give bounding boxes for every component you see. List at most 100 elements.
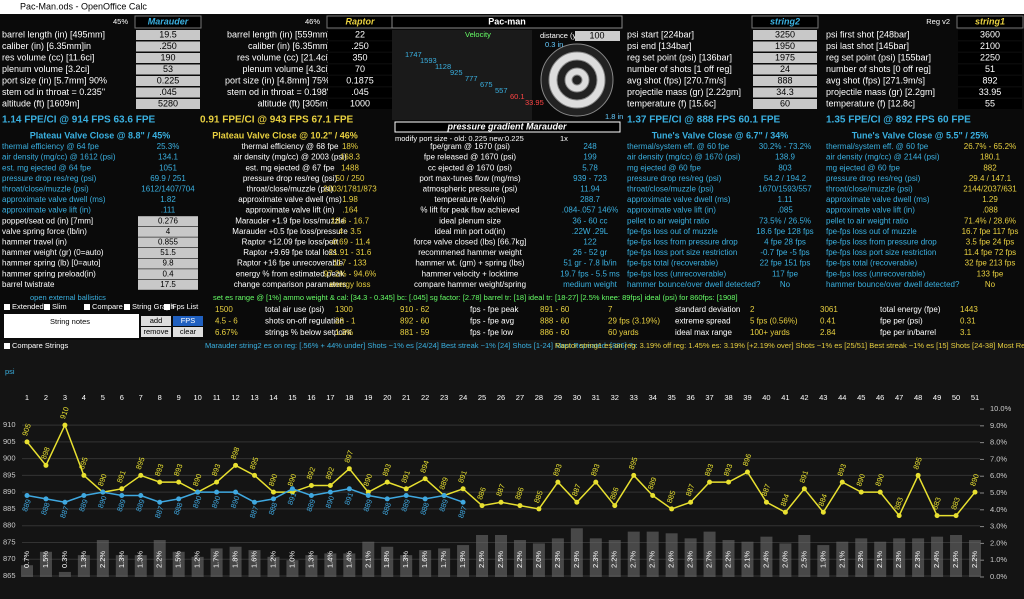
detail-label: throat/close/muzzle (psi) (247, 185, 334, 194)
bar-label: 2.3% (856, 551, 865, 568)
bar-label: 1.9% (458, 551, 467, 568)
detail-label: throat/close/muzzle (psi) (826, 185, 913, 194)
detail-value: 36 - 60 cc (572, 216, 607, 225)
outer-size: 1.8 in (605, 112, 623, 121)
row-value: 350 (352, 52, 367, 62)
checkbox[interactable] (4, 304, 10, 310)
notes-box[interactable] (4, 314, 139, 338)
point-label: 889 (305, 498, 318, 513)
point (308, 493, 314, 499)
row-label: plenum volume [4.3ci] (242, 64, 330, 74)
detail-value: 2144/2037/631 (963, 185, 1017, 194)
row-label: reg set point (psi) [136bar] (627, 52, 732, 62)
x-tick-label: 34 (649, 393, 657, 402)
mini-label: 925 (450, 68, 463, 77)
detail-label: hammer bounce/over dwell detected? (826, 280, 960, 289)
checkbox[interactable] (164, 304, 170, 310)
point (252, 472, 258, 478)
point (422, 476, 428, 482)
button-label: remove (143, 327, 168, 336)
bar-label: 2.6% (667, 551, 676, 568)
value-cell (958, 30, 1022, 40)
x-tick-label: 49 (933, 393, 941, 402)
checkbox[interactable] (4, 343, 10, 349)
stat: fps - fpe peak (470, 305, 519, 314)
stats-note: set es range @ [1%] ammo weight & cal: [… (213, 293, 738, 302)
x-tick-label: 51 (971, 393, 979, 402)
row-value: 1975 (775, 52, 795, 62)
point-label: 887 (58, 505, 71, 520)
x-tick-label: 8 (158, 393, 162, 402)
row-label: plenum volume [3.2ci] (2, 64, 90, 74)
bar-label: 2.2% (724, 551, 733, 568)
bar-label: 1.6% (420, 551, 429, 568)
detail-value: 16.7 fpe 117 fps (962, 227, 1019, 236)
bar (931, 536, 944, 577)
checkbox[interactable] (124, 304, 130, 310)
stat: 1443 (960, 305, 978, 314)
point (138, 472, 144, 478)
checkbox[interactable] (84, 304, 90, 310)
row-value: 3600 (980, 29, 1000, 39)
button[interactable] (173, 327, 203, 337)
point (138, 493, 144, 499)
x-tick-label: 44 (838, 393, 846, 402)
bar (608, 540, 621, 577)
row-value: 2100 (980, 41, 1000, 51)
point-label: 893 (589, 463, 602, 478)
button[interactable] (141, 327, 171, 337)
bar (532, 543, 545, 577)
button[interactable] (141, 316, 171, 326)
point (763, 499, 769, 505)
bar-label: 2.0% (780, 551, 789, 568)
ballistics-link[interactable]: open external ballistics (30, 293, 106, 302)
point-label: 890 (229, 495, 242, 510)
stat: 1.3% (335, 328, 353, 337)
bar-label: 1.0% (287, 551, 296, 568)
button[interactable] (173, 316, 203, 326)
bar (950, 534, 963, 577)
detail-value: 18% (342, 142, 358, 151)
detail-value: No (985, 280, 996, 289)
value-cell (136, 99, 200, 109)
y2-tick-label: 1.0% (990, 555, 1007, 564)
detail-value: 0.855 (158, 238, 179, 247)
checkbox[interactable] (44, 304, 50, 310)
check-label: Slim (52, 302, 67, 311)
point (650, 493, 656, 499)
detail-label: est. mg ejected @ 67 fpe (245, 163, 335, 172)
detail-label: fpe-fps total (recoverable) (627, 259, 718, 268)
detail-label: air density (mg/cc) @ 1670 (psi) (627, 153, 741, 162)
bar (969, 540, 981, 577)
y-tick-label: 910 (3, 420, 16, 429)
point-label: 895 (77, 456, 90, 471)
value-cell (753, 87, 817, 98)
point (536, 506, 542, 512)
stat: 888 - 60 (540, 317, 570, 326)
bar (551, 538, 564, 577)
detail-value: 25.3% (157, 142, 180, 151)
stat: 1500 (215, 305, 233, 314)
header-box (956, 15, 1024, 29)
fpe-summary: 0.91 FPE/CI @ 943 FPS 67.1 FPE (200, 115, 353, 126)
point-label: 887 (153, 505, 166, 520)
row-label: psi end [134bar] (627, 41, 692, 51)
row-value: .250 (159, 41, 177, 51)
window-title: Pac-Man.ods - OpenOffice Calc (20, 1, 147, 11)
point-label: 891 (456, 469, 469, 484)
value-cell (328, 30, 392, 40)
stat: 2.84 (820, 328, 836, 337)
stat: 910 - 62 (400, 305, 430, 314)
value-cell (136, 53, 200, 63)
point-label: 892 (305, 466, 318, 481)
value-cell (328, 99, 392, 109)
point-label: 891 (798, 469, 811, 484)
bar (513, 540, 526, 577)
stat: 5 fps (0.56%) (750, 317, 798, 326)
stat: extreme spread (675, 317, 731, 326)
bar (457, 545, 470, 577)
y2-tick-label: 8.0% (990, 438, 1007, 447)
detail-label: hammer velocity + locktime (422, 269, 519, 278)
x-tick-label: 46 (876, 393, 884, 402)
x-tick-label: 29 (554, 393, 562, 402)
